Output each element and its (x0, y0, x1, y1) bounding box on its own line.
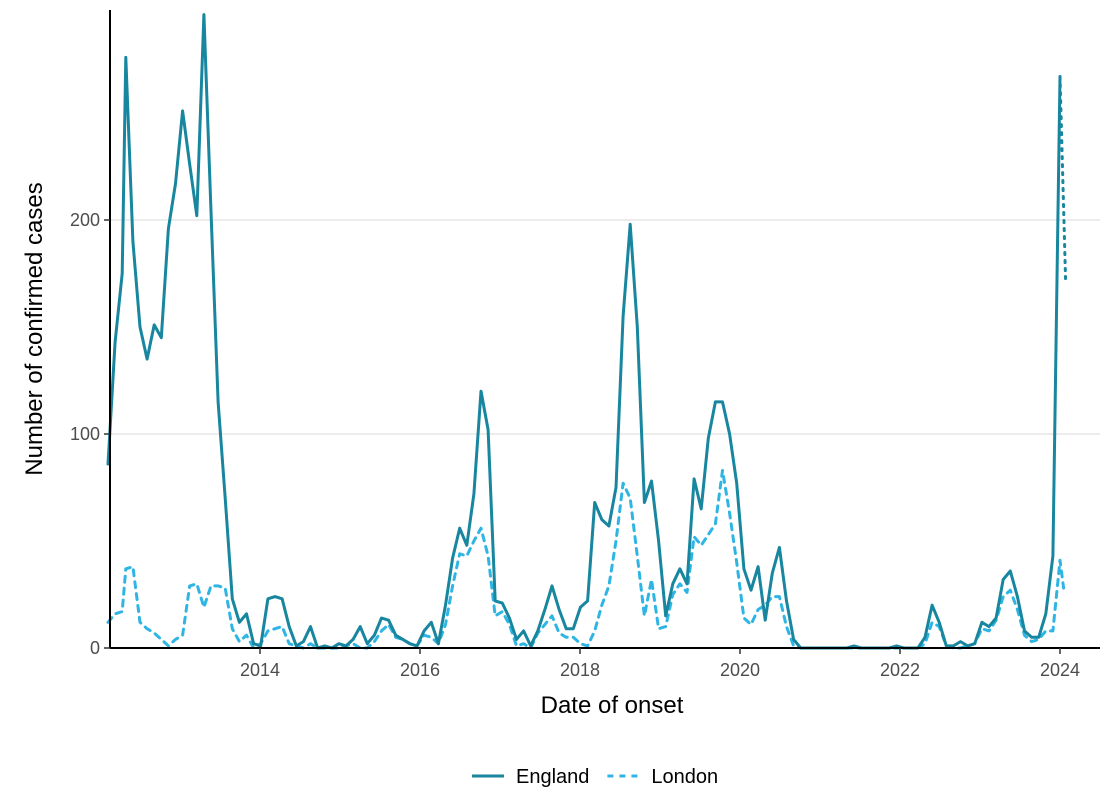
x-axis-title: Date of onset (541, 692, 684, 719)
legend-label-england: England (516, 766, 589, 788)
y-axis-ticks: 0 100 200 (70, 210, 110, 658)
x-tick-label: 2024 (1040, 660, 1080, 680)
x-tick-label: 2018 (560, 660, 600, 680)
x-tick-label: 2014 (240, 660, 280, 680)
series-line-provisional-0 (1058, 75, 1068, 286)
series-line-london (106, 468, 1066, 650)
y-tick-label: 0 (90, 638, 100, 658)
x-tick-label: 2020 (720, 660, 760, 680)
y-axis-title: Number of confirmed cases (21, 182, 48, 475)
gridlines (110, 219, 1100, 435)
axes (109, 10, 1100, 649)
series-line-england (106, 13, 1062, 650)
x-axis-ticks: 2014 2016 2018 2020 2022 2024 (240, 648, 1080, 680)
legend: England London (472, 766, 718, 788)
y-tick-label: 100 (70, 424, 100, 444)
x-tick-label: 2016 (400, 660, 440, 680)
x-tick-label: 2022 (880, 660, 920, 680)
legend-label-london: London (651, 766, 718, 788)
series-lines (106, 13, 1068, 650)
y-tick-label: 200 (70, 210, 100, 230)
